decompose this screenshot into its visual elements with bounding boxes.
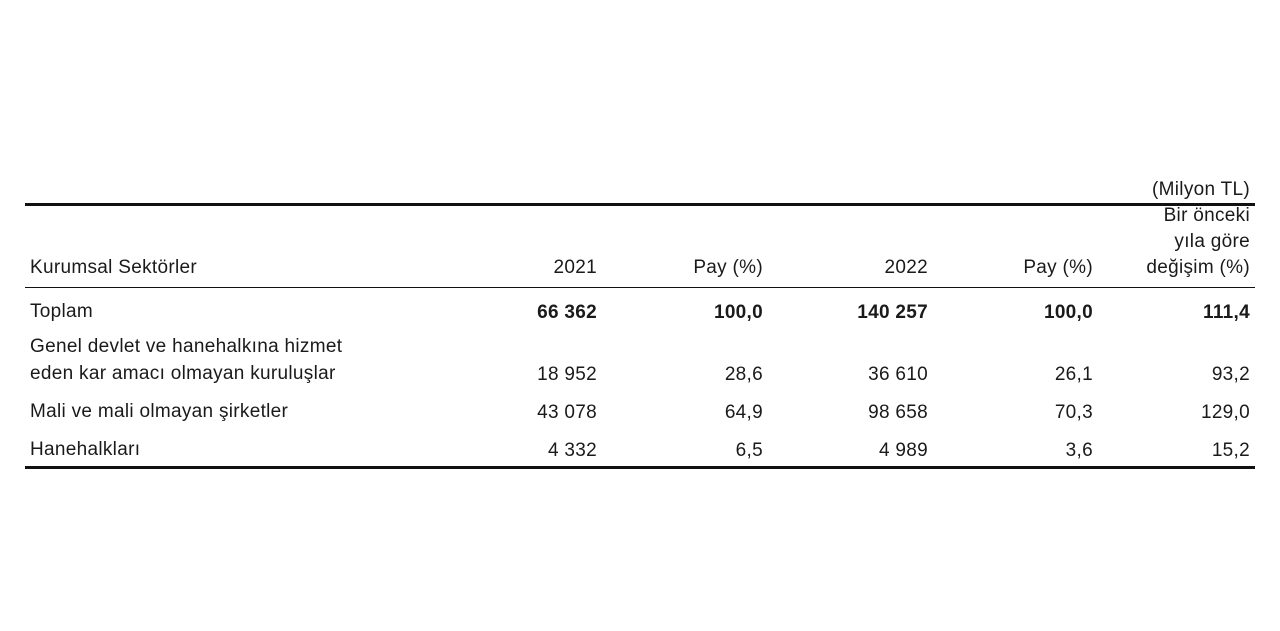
bottom-rule — [25, 466, 1255, 469]
unit-label: (Milyon TL) — [1152, 179, 1250, 200]
cell: 18 952 — [537, 364, 597, 385]
column-header: 2022 — [884, 257, 928, 278]
cell: 64,9 — [724, 402, 763, 423]
cell: 4 332 — [547, 440, 597, 461]
cell: 26,1 — [1054, 364, 1093, 385]
cell: 6,5 — [735, 440, 763, 461]
cell: 111,4 — [1203, 302, 1250, 323]
header-rule — [25, 287, 1255, 288]
cell: 140 257 — [857, 302, 928, 323]
row-label: eden kar amacı olmayan kuruluşlar — [30, 363, 336, 384]
cell: 28,6 — [724, 364, 763, 385]
cell: 93,2 — [1211, 364, 1250, 385]
row-label: Hanehalkları — [30, 439, 141, 460]
cell: 129,0 — [1200, 402, 1250, 423]
row-label: Genel devlet ve hanehalkına hizmet — [30, 336, 343, 357]
cell: 4 989 — [878, 440, 928, 461]
cell: 100,0 — [713, 302, 763, 323]
column-header: değişim (%) — [1146, 257, 1250, 278]
column-header: Pay (%) — [693, 257, 763, 278]
cell: 15,2 — [1211, 440, 1250, 461]
column-header: 2021 — [553, 257, 597, 278]
cell: 66 362 — [537, 302, 597, 323]
column-header: yıla göre — [1174, 231, 1250, 252]
row-label: Toplam — [30, 301, 94, 322]
top-rule — [25, 203, 1255, 206]
column-header: Pay (%) — [1023, 257, 1093, 278]
cell: 98 658 — [868, 402, 928, 423]
column-header: Kurumsal Sektörler — [30, 257, 197, 278]
cell: 3,6 — [1065, 440, 1093, 461]
cell: 43 078 — [537, 402, 597, 423]
row-label: Mali ve mali olmayan şirketler — [30, 401, 289, 422]
cell: 70,3 — [1054, 402, 1093, 423]
cell: 36 610 — [868, 364, 928, 385]
cell: 100,0 — [1043, 302, 1093, 323]
column-header: Bir önceki — [1163, 205, 1250, 226]
